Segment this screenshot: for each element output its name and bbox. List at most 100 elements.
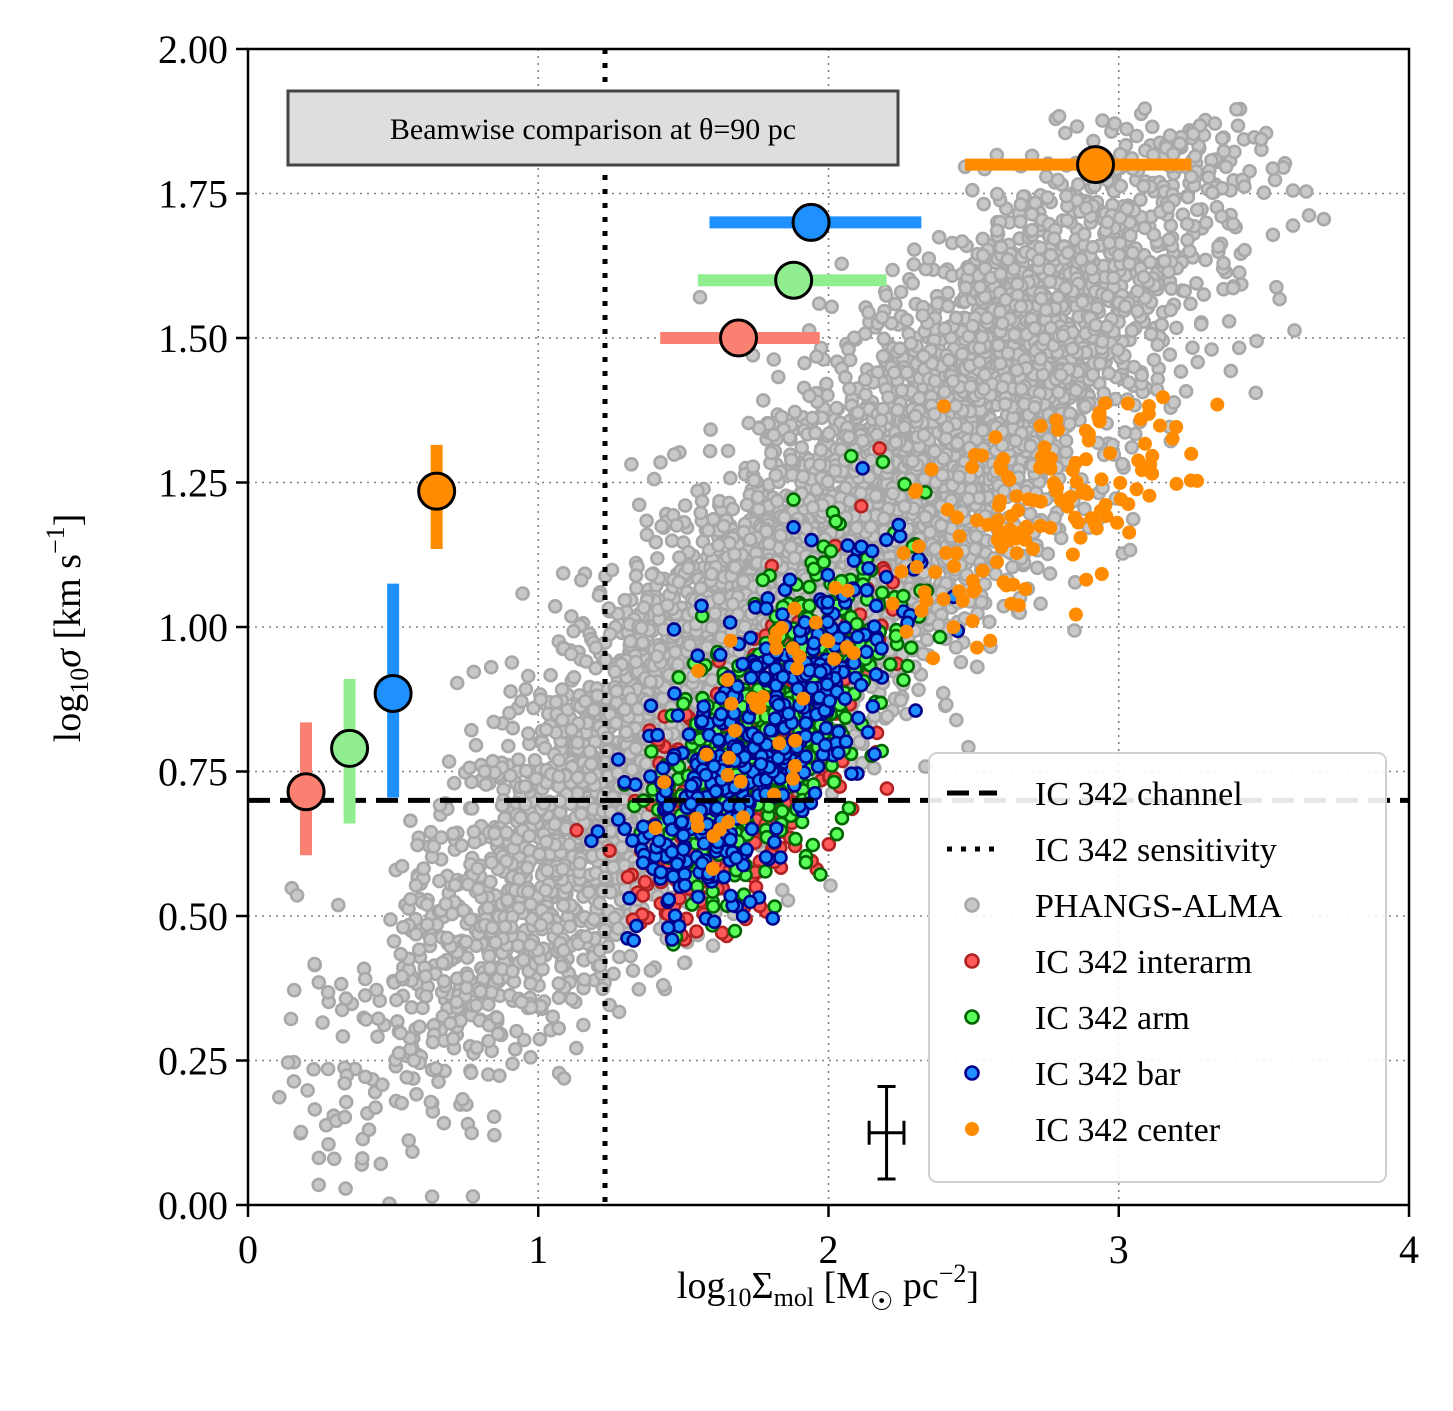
data-point-phangs bbox=[1185, 298, 1197, 310]
data-point-phangs bbox=[860, 389, 872, 401]
data-point-phangs bbox=[1042, 192, 1054, 204]
data-point-phangs bbox=[1163, 234, 1175, 246]
data-point-phangs bbox=[557, 567, 569, 579]
data-point-phangs bbox=[1014, 216, 1026, 228]
data-point-phangs bbox=[1052, 174, 1064, 186]
data-point-phangs bbox=[580, 656, 592, 668]
data-point-phangs bbox=[1209, 118, 1221, 130]
data-point-phangs bbox=[517, 954, 529, 966]
data-point-phangs bbox=[418, 863, 430, 875]
data-point-phangs bbox=[978, 198, 990, 210]
data-point-phangs bbox=[1109, 118, 1121, 130]
data-point-phangs bbox=[895, 286, 907, 298]
data-point-phangs bbox=[468, 666, 480, 678]
data-point-phangs bbox=[1270, 281, 1282, 293]
data-point-phangs bbox=[1250, 387, 1262, 399]
data-point-phangs bbox=[1044, 568, 1056, 580]
data-point-phangs bbox=[482, 998, 494, 1010]
data-point-phangs bbox=[694, 291, 706, 303]
data-point-phangs bbox=[466, 803, 478, 815]
data-point-phangs bbox=[273, 1091, 285, 1103]
data-point-phangs bbox=[285, 1013, 297, 1025]
data-point-phangs bbox=[322, 1063, 334, 1075]
data-point-phangs bbox=[356, 1152, 368, 1164]
data-point-phangs bbox=[504, 770, 516, 782]
data-point-phangs bbox=[425, 1096, 437, 1108]
data-point-phangs bbox=[547, 1011, 559, 1023]
data-point-phangs bbox=[831, 402, 843, 414]
data-point-phangs bbox=[1112, 344, 1124, 356]
data-point-phangs bbox=[908, 244, 920, 256]
data-point-phangs bbox=[950, 714, 962, 726]
data-point-phangs bbox=[535, 694, 547, 706]
data-point-phangs bbox=[488, 716, 500, 728]
data-point-phangs bbox=[485, 661, 497, 673]
data-point-phangs bbox=[966, 184, 978, 196]
data-point-phangs bbox=[1267, 229, 1279, 241]
data-point-phangs bbox=[887, 264, 899, 276]
data-point-phangs bbox=[702, 524, 714, 536]
data-point-phangs bbox=[457, 1093, 469, 1105]
data-point-phangs bbox=[682, 562, 694, 574]
data-point-phangs bbox=[480, 779, 492, 791]
data-point-phangs bbox=[1145, 328, 1157, 340]
data-point-phangs bbox=[1138, 180, 1150, 192]
data-point-phangs bbox=[868, 762, 880, 774]
data-point-phangs bbox=[627, 965, 639, 977]
data-point-phangs bbox=[503, 707, 515, 719]
data-point-phangs bbox=[921, 634, 933, 646]
data-point-phangs bbox=[359, 973, 371, 985]
data-point-phangs bbox=[950, 641, 962, 653]
data-point-phangs bbox=[704, 445, 716, 457]
data-point-phangs bbox=[1040, 171, 1052, 183]
data-point-phangs bbox=[977, 233, 989, 245]
data-point-phangs bbox=[340, 1096, 352, 1108]
data-point-phangs bbox=[525, 978, 537, 990]
data-point-phangs bbox=[630, 582, 642, 594]
data-point-phangs bbox=[1015, 199, 1027, 211]
data-point-phangs bbox=[376, 1079, 388, 1091]
data-point-phangs bbox=[1251, 335, 1263, 347]
data-point-phangs bbox=[940, 699, 952, 711]
data-point-phangs bbox=[372, 1031, 384, 1043]
data-point-phangs bbox=[404, 815, 416, 827]
data-point-phangs bbox=[1216, 133, 1228, 145]
data-point-phangs bbox=[937, 687, 949, 699]
data-point-phangs bbox=[1108, 272, 1120, 284]
data-point-phangs bbox=[505, 685, 517, 697]
data-point-phangs bbox=[1061, 215, 1073, 227]
data-point-phangs bbox=[295, 1126, 307, 1138]
data-point-phangs bbox=[709, 608, 721, 620]
data-point-phangs bbox=[1071, 121, 1083, 133]
data-point-phangs bbox=[502, 740, 514, 752]
data-point-phangs bbox=[826, 301, 838, 313]
data-point-phangs bbox=[825, 880, 837, 892]
data-point-phangs bbox=[558, 1072, 570, 1084]
data-point-phangs bbox=[302, 1084, 314, 1096]
data-point-phangs bbox=[1233, 342, 1245, 354]
data-point-phangs bbox=[328, 1153, 340, 1165]
data-point-phangs bbox=[757, 394, 769, 406]
data-point-phangs bbox=[607, 861, 619, 873]
data-point-phangs bbox=[1124, 544, 1136, 556]
data-point-phangs bbox=[877, 350, 889, 362]
data-point-phangs bbox=[836, 258, 848, 270]
data-point-phangs bbox=[655, 456, 667, 468]
data-point-phangs bbox=[772, 371, 784, 383]
data-point-phangs bbox=[359, 1071, 371, 1083]
data-point-phangs bbox=[340, 1183, 352, 1195]
data-point-phangs bbox=[625, 950, 637, 962]
data-point-phangs bbox=[426, 1191, 438, 1203]
data-point-phangs bbox=[666, 535, 678, 547]
data-point-phangs bbox=[460, 982, 472, 994]
data-point-phangs bbox=[583, 886, 595, 898]
data-point-phangs bbox=[1269, 174, 1281, 186]
data-point-phangs bbox=[549, 600, 561, 612]
data-point-phangs bbox=[371, 984, 383, 996]
data-point-phangs bbox=[451, 677, 463, 689]
data-point-phangs bbox=[1181, 218, 1193, 230]
data-point-phangs bbox=[962, 741, 974, 753]
data-point-phangs bbox=[493, 1070, 505, 1082]
data-point-phangs bbox=[722, 445, 734, 457]
